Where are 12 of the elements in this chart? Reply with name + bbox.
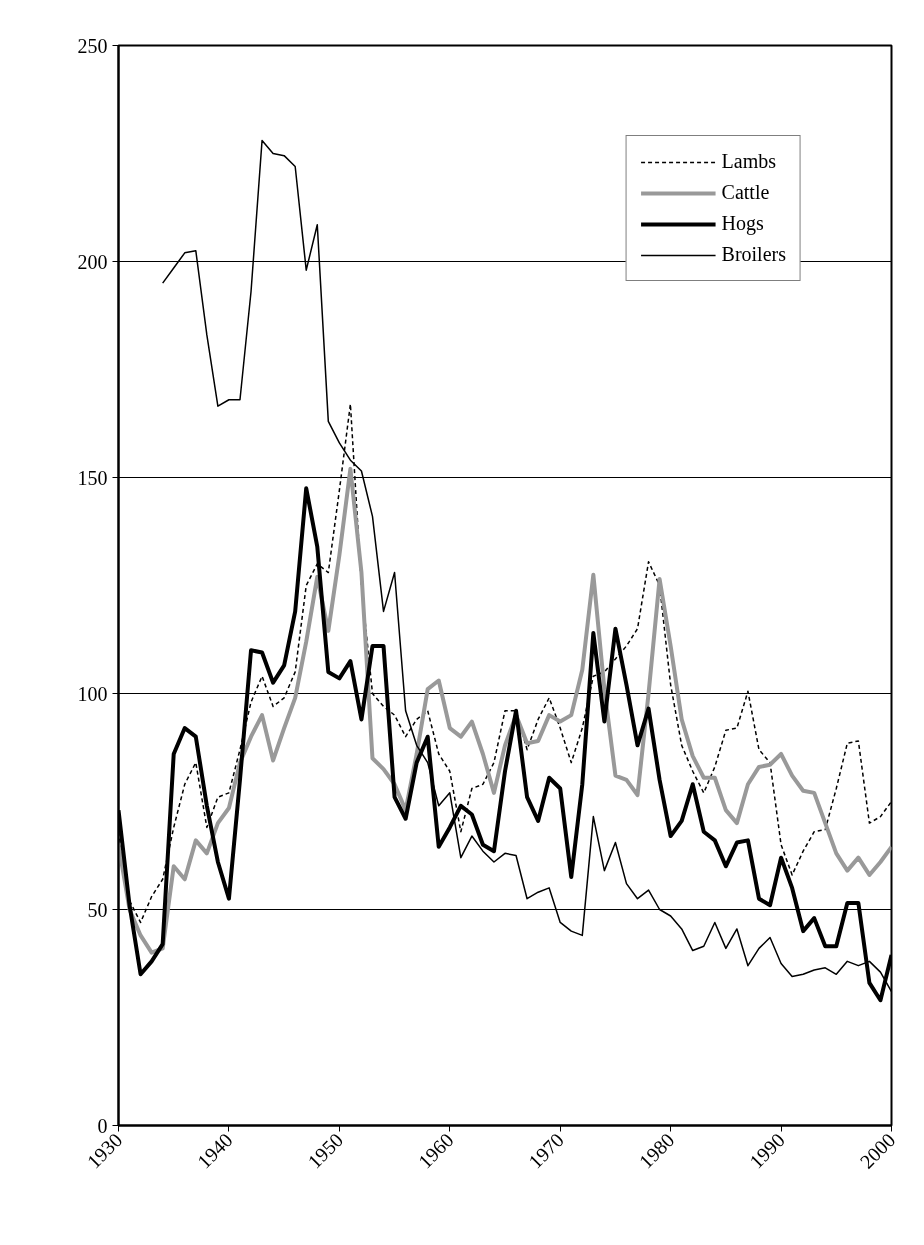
legend-label: Lambs <box>721 150 776 173</box>
legend-label: Cattle <box>721 181 770 204</box>
legend-label: Hogs <box>721 212 764 235</box>
y-tick-label: 150 <box>77 466 108 489</box>
y-tick-label: 200 <box>77 250 108 273</box>
legend-label: Broilers <box>721 243 786 266</box>
y-tick-label: 250 <box>77 34 108 57</box>
y-tick-label: 0 <box>97 1114 108 1137</box>
y-tick-label: 100 <box>77 682 108 705</box>
x-tick-label: 1990 <box>745 1128 789 1173</box>
x-tick-label: 1970 <box>524 1128 568 1173</box>
y-tick-label: 50 <box>87 898 108 921</box>
